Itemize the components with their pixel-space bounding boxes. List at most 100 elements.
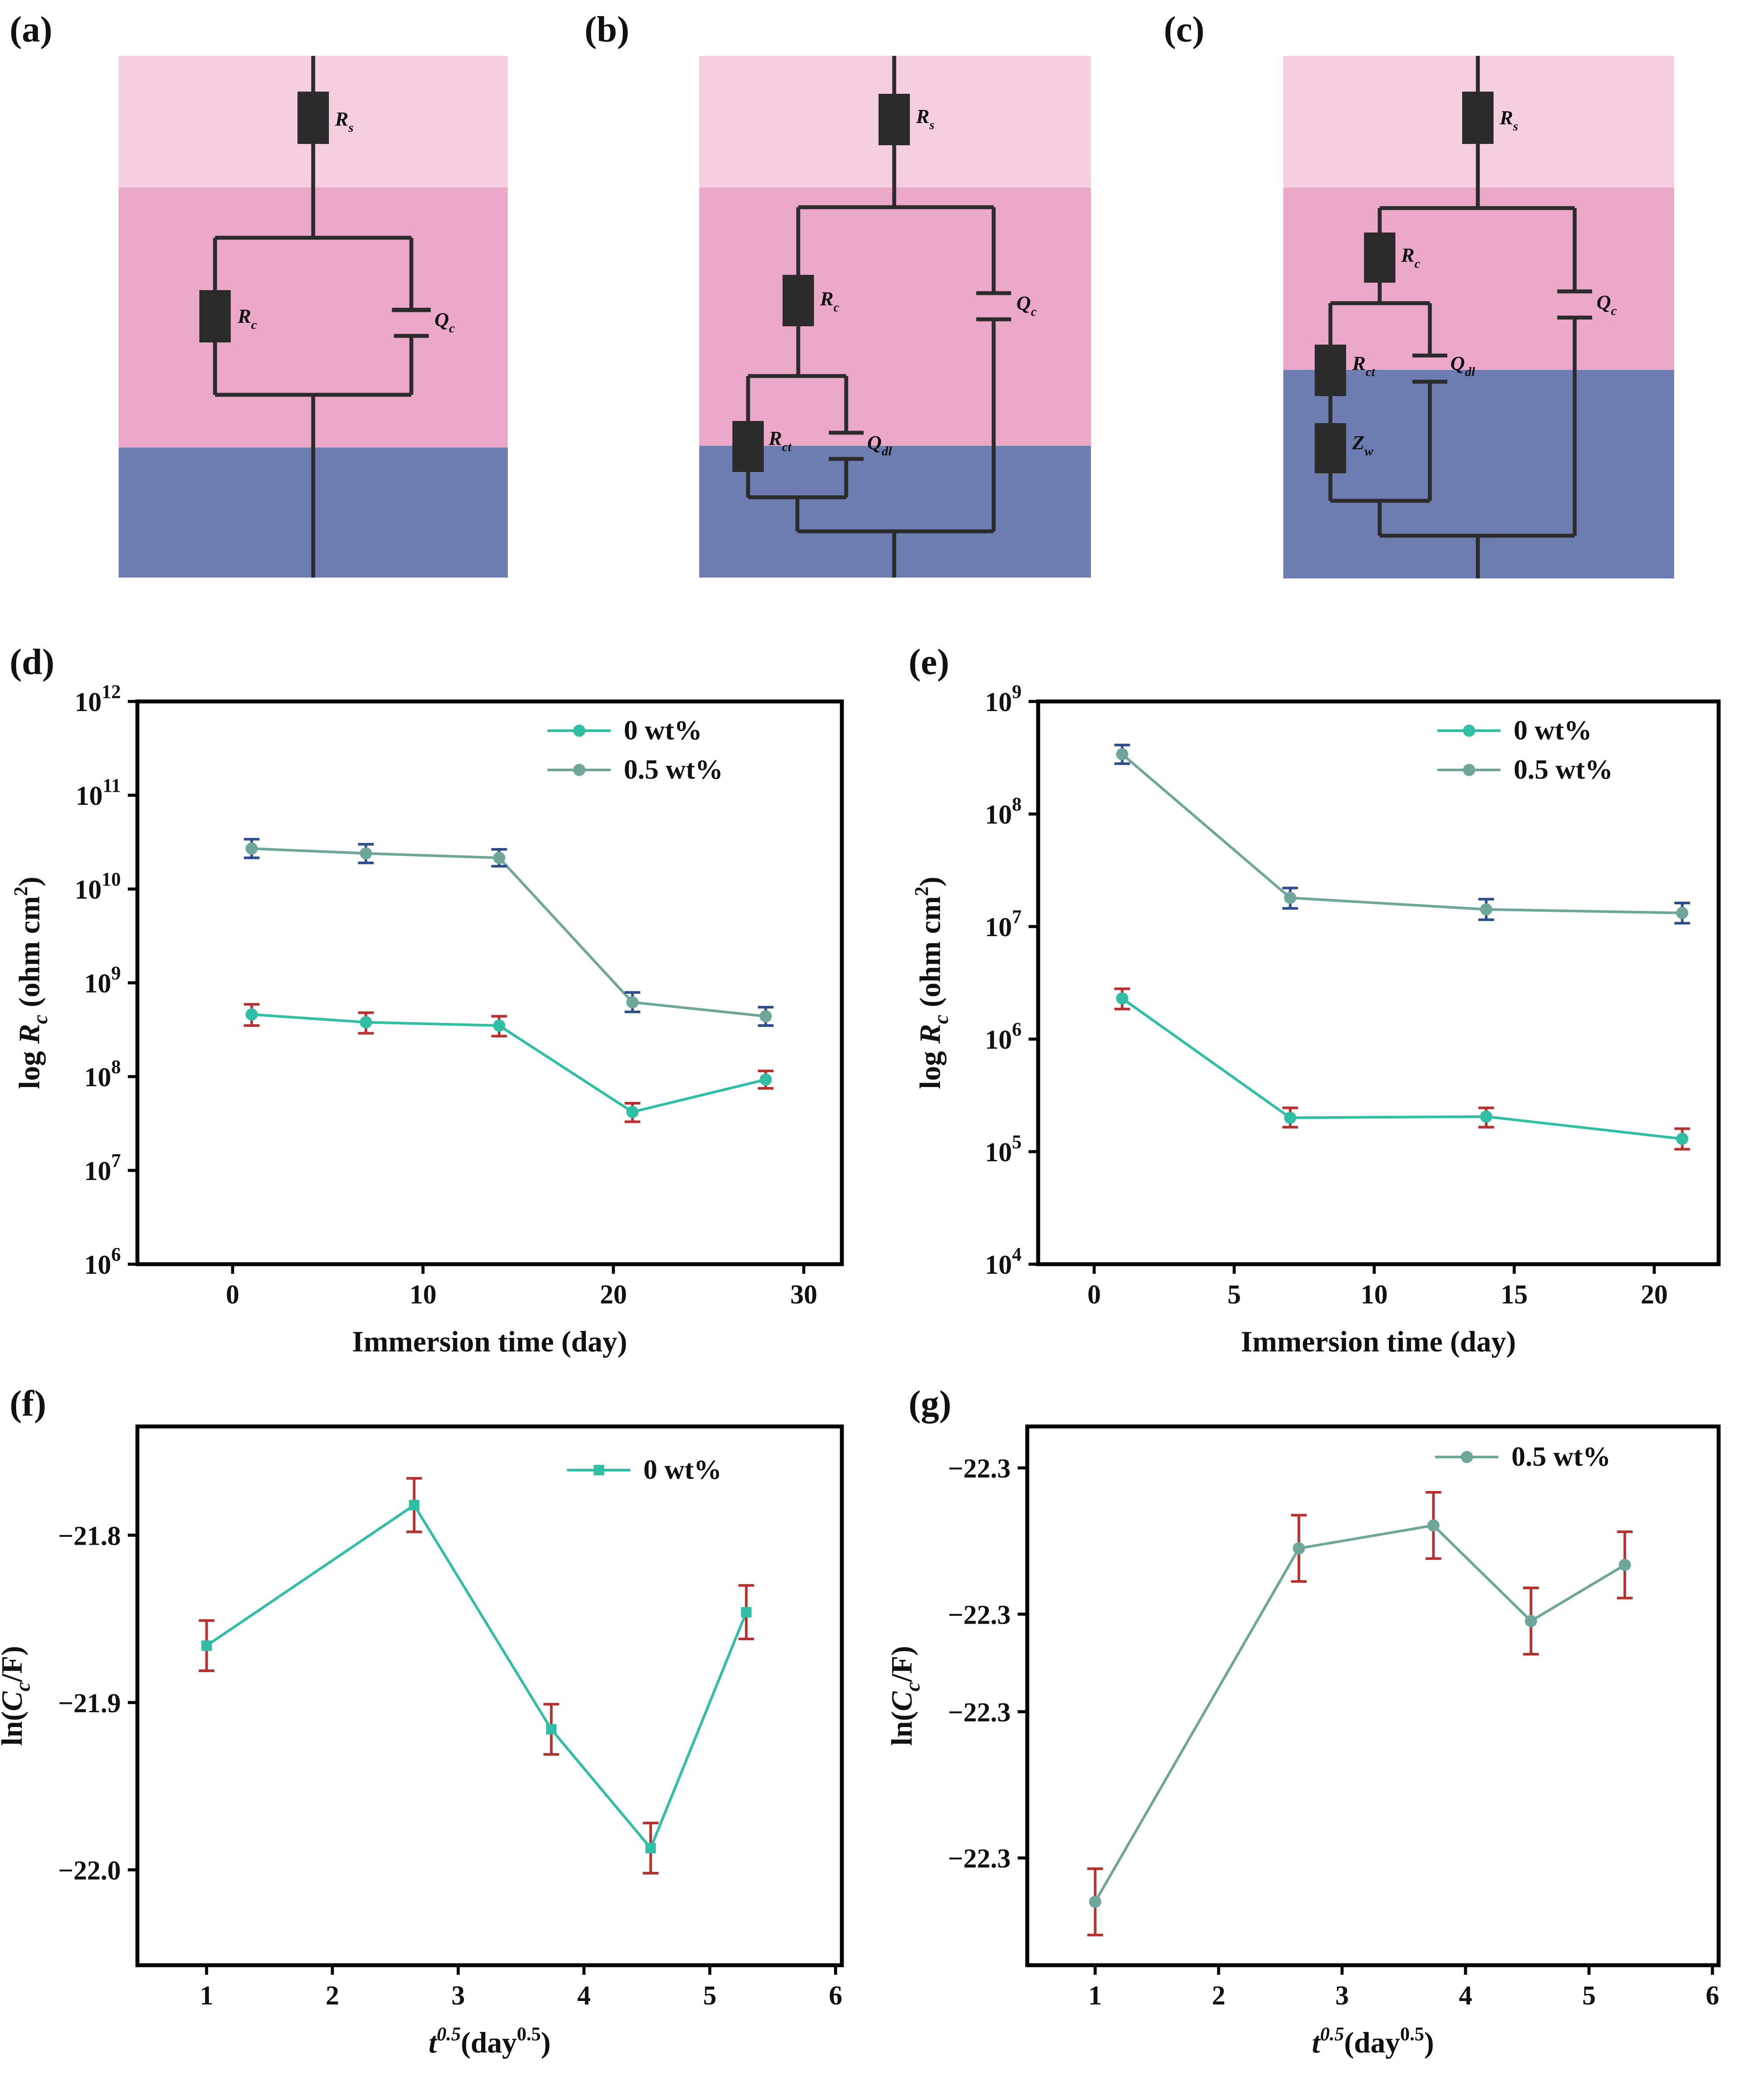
warburg-zw-c [1315, 423, 1346, 473]
resistor-rct-c [1315, 345, 1346, 396]
legend-marker [1461, 1451, 1473, 1463]
label-rc-b: Rc [820, 287, 839, 315]
plot-frame [1025, 1424, 1721, 1967]
data-point [1676, 906, 1689, 919]
legend-label: 0.5 wt% [1511, 1441, 1611, 1472]
series-line [1121, 997, 1682, 1140]
resistor-rs-a [297, 92, 329, 144]
circuit-b: Rs Rc Qc Rct Qdl [699, 56, 1091, 578]
chart-d-rc-vs-time: 0 10 20 30 106 107 108 109 1010 1011 1012 Immersion… [10, 681, 844, 1358]
data-point [1089, 1895, 1101, 1908]
panel-label-a: (a) [10, 9, 52, 50]
x-tick-label: 6 [1706, 1981, 1719, 2011]
x-axis-label: t0.5(day0.5) [1312, 2023, 1434, 2059]
x-tick-label: 4 [1459, 1981, 1472, 2011]
x-tick-label: 6 [829, 1981, 842, 2011]
label-qc-c: Qc [1596, 291, 1617, 318]
data-point [493, 852, 506, 864]
data-point [546, 1724, 557, 1735]
y-tick-label: −22.3 [948, 1698, 1011, 1727]
y-tick-label: 1011 [75, 775, 121, 811]
legend-marker [594, 1465, 604, 1475]
x-tick-label: 20 [1641, 1280, 1668, 1310]
data-point [1284, 892, 1296, 904]
y-tick-label: 105 [985, 1131, 1022, 1167]
data-point [645, 1843, 656, 1854]
data-point [1292, 1542, 1305, 1555]
series-line [205, 1503, 748, 1851]
chart-f-lncc-vs-sqrt-t: 1 2 3 4 5 6 −21.8 −21.9 −22.0 t0.5(day0.5) ln(Cc/F… [0, 1424, 844, 2059]
y-tick-label: 1012 [75, 681, 121, 717]
legend-entry-05wt: 0.5 wt% [547, 754, 723, 785]
data-point [1525, 1614, 1537, 1627]
label-rs-c: Rs [1499, 106, 1518, 133]
y-tick-label: 109 [985, 681, 1022, 717]
x-tick-label: 5 [703, 1981, 717, 2011]
legend-label: 0 wt% [1514, 715, 1592, 746]
x-tick-label: 0 [226, 1280, 239, 1310]
y-tick-label: 1010 [75, 869, 121, 905]
data-point [1618, 1559, 1631, 1571]
data-point [201, 1640, 212, 1651]
x-tick-label: 5 [1582, 1981, 1596, 2011]
y-tick-label: −22.3 [948, 1844, 1011, 1874]
y-tick-label: 106 [985, 1019, 1022, 1055]
label-zw-c: Zw [1352, 431, 1374, 458]
resistor-rs-c [1462, 92, 1494, 144]
y-tick-label: 107 [985, 906, 1022, 942]
x-axis-label: Immersion time (day) [352, 1325, 627, 1358]
legend-marker [573, 764, 585, 776]
x-tick-label: 4 [577, 1981, 591, 2011]
label-rs-a: Rs [335, 108, 353, 135]
y-axis-label: log Rc (ohm cm2) [10, 876, 52, 1089]
y-tick-label: 104 [985, 1244, 1022, 1280]
y-tick-label: 109 [84, 962, 121, 999]
data-point [759, 1073, 772, 1086]
x-tick-label: 2 [1212, 1981, 1225, 2011]
data-point [1116, 748, 1128, 760]
series-0wt [243, 1003, 774, 1123]
series-05wt [1114, 743, 1690, 925]
resistor-rc-a [199, 290, 231, 342]
data-point [1116, 992, 1128, 1005]
data-point [1676, 1132, 1689, 1145]
resistor-rct-b [732, 421, 764, 472]
label-rct-c: Rct [1352, 352, 1376, 379]
legend-label: 0 wt% [624, 715, 702, 746]
coating-layer-c [1283, 188, 1674, 370]
panel-label-f: (f) [10, 1383, 46, 1424]
x-tick-label: 5 [1227, 1280, 1241, 1310]
data-point [409, 1500, 420, 1511]
legend-entry-05wt: 0.5 wt% [1435, 1441, 1611, 1472]
x-tick-label: 2 [326, 1981, 339, 2011]
data-point [359, 847, 372, 860]
resistor-rc-c [1364, 233, 1395, 283]
y-tick-label: −22.3 [948, 1600, 1011, 1630]
label-qdl-b: Qdl [867, 431, 892, 458]
resistor-rc-b [783, 275, 814, 326]
x-tick-label: 0 [1087, 1280, 1101, 1310]
series-line [1121, 753, 1682, 914]
data-point [626, 996, 639, 1009]
data-point [245, 1008, 258, 1021]
series-05wt [1087, 1491, 1633, 1936]
x-tick-label: 20 [600, 1280, 627, 1310]
series-05wt [243, 838, 774, 1027]
y-tick-label: −22.3 [948, 1454, 1011, 1484]
data-point [245, 842, 258, 855]
x-tick-label: 15 [1501, 1280, 1528, 1310]
y-tick-label: 106 [84, 1244, 121, 1280]
panel-label-c: (c) [1164, 9, 1204, 50]
x-axis-label: t0.5(day0.5) [428, 2023, 550, 2059]
y-tick-label: −22.0 [58, 1856, 121, 1885]
label-qc-a: Qc [434, 308, 455, 335]
data-point [1480, 903, 1493, 916]
panel-label-e: (e) [909, 642, 949, 682]
y-axis-label: log Rc (ohm cm2) [911, 876, 953, 1089]
data-point [359, 1016, 372, 1029]
y-tick-label: −21.9 [58, 1689, 121, 1718]
data-point [1284, 1112, 1296, 1124]
label-qdl-c: Qdl [1450, 352, 1475, 379]
plot-frame [1036, 699, 1721, 1266]
label-rc-a: Rc [237, 305, 257, 332]
